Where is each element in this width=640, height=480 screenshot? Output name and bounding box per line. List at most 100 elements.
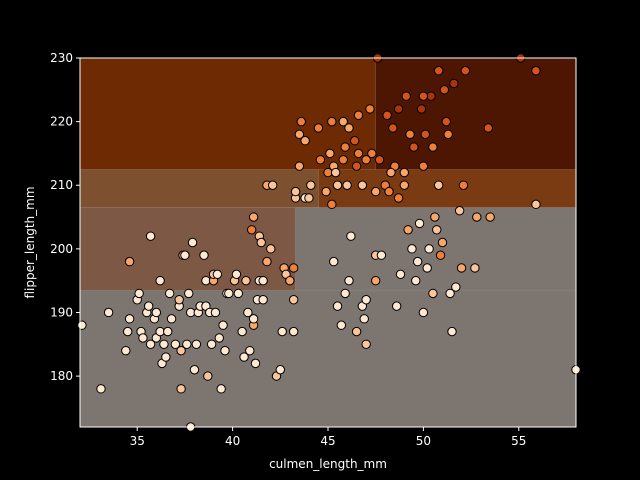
data-point — [393, 104, 404, 114]
x-tick-label: 35 — [130, 434, 145, 448]
data-point — [275, 365, 286, 375]
y-tick-label: 190 — [50, 305, 73, 319]
data-point — [184, 288, 194, 299]
data-point — [338, 155, 348, 165]
data-point — [288, 295, 299, 305]
data-point — [346, 231, 356, 241]
data-point — [443, 129, 453, 140]
data-point — [300, 136, 310, 146]
data-point — [155, 275, 165, 286]
data-point — [432, 225, 442, 235]
data-point — [124, 256, 135, 267]
decision-region-6 — [375, 57, 577, 170]
data-point — [187, 237, 198, 248]
data-point — [145, 231, 156, 241]
data-point — [231, 269, 242, 280]
x-tick-label: 50 — [416, 434, 431, 448]
data-point — [447, 326, 457, 337]
x-tick-label: 40 — [225, 434, 240, 448]
data-point — [327, 116, 337, 127]
data-point — [258, 275, 268, 286]
data-point — [399, 167, 410, 178]
data-point — [182, 339, 192, 349]
x-tick-label: 55 — [511, 434, 526, 448]
data-point — [399, 180, 410, 190]
data-point — [176, 384, 186, 394]
data-point — [103, 307, 114, 318]
data-point — [138, 333, 148, 343]
data-point — [428, 142, 438, 152]
data-point — [245, 345, 255, 356]
data-point — [414, 218, 425, 229]
data-point — [445, 288, 455, 299]
data-point — [296, 116, 306, 127]
data-point — [391, 301, 402, 311]
data-point — [435, 250, 446, 260]
data-point — [483, 123, 493, 133]
data-point — [250, 358, 261, 369]
data-point — [370, 186, 381, 197]
y-tick-label: 180 — [50, 369, 73, 383]
data-point — [386, 167, 396, 178]
data-point — [433, 66, 444, 76]
data-point — [376, 250, 387, 260]
data-point — [460, 66, 471, 76]
data-point — [428, 288, 438, 299]
data-point — [248, 314, 259, 324]
data-point — [439, 85, 450, 95]
data-point — [266, 244, 276, 254]
data-point — [433, 180, 444, 190]
data-point — [288, 263, 299, 273]
data-point — [212, 269, 223, 280]
data-points — [77, 53, 581, 432]
data-point — [304, 193, 314, 203]
data-point — [336, 320, 347, 330]
data-point — [332, 301, 343, 311]
data-point — [409, 142, 419, 152]
data-point — [151, 307, 162, 318]
data-point — [224, 288, 234, 299]
data-point — [418, 161, 429, 171]
y-tick-label: 200 — [50, 242, 73, 256]
data-point — [163, 326, 173, 337]
data-point — [329, 256, 339, 267]
data-point — [395, 269, 406, 280]
data-point — [199, 250, 209, 260]
data-point — [332, 180, 343, 190]
x-axis-label: culmen_length_mm — [269, 457, 387, 471]
data-point — [458, 180, 469, 190]
data-point — [407, 244, 417, 254]
data-point — [166, 314, 177, 324]
data-point — [361, 155, 371, 165]
data-point — [351, 326, 362, 337]
data-point — [210, 307, 221, 318]
data-point — [531, 199, 541, 210]
data-point — [451, 282, 461, 292]
data-point — [405, 129, 415, 140]
data-point — [203, 371, 213, 381]
data-point — [330, 167, 341, 178]
data-point — [454, 205, 465, 216]
data-point — [246, 225, 257, 235]
data-point — [384, 186, 394, 197]
data-point — [393, 193, 404, 203]
data-point — [220, 345, 230, 356]
data-point — [241, 275, 251, 286]
data-point — [159, 339, 169, 349]
data-point — [262, 256, 272, 267]
y-axis-label: flipper_length_mm — [23, 186, 37, 298]
data-point — [306, 180, 316, 190]
data-point — [361, 295, 371, 305]
data-point — [382, 110, 392, 120]
data-point — [258, 295, 268, 305]
data-point — [388, 123, 398, 133]
data-point — [189, 365, 200, 375]
data-point — [206, 339, 217, 349]
data-point — [161, 352, 171, 362]
data-point — [401, 91, 411, 101]
data-point — [239, 352, 249, 362]
data-point — [424, 244, 434, 254]
data-point — [315, 155, 326, 165]
data-point — [325, 148, 335, 159]
data-point — [472, 212, 482, 222]
